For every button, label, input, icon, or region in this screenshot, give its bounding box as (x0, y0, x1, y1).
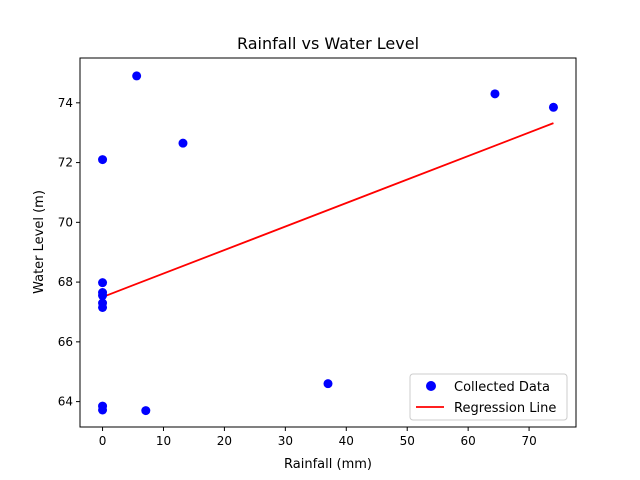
x-tick-label: 20 (217, 434, 232, 448)
y-tick-label: 68 (58, 275, 73, 289)
data-point (490, 89, 500, 99)
legend-box (409, 373, 568, 421)
legend-label-collected-data: Collected Data (454, 380, 550, 395)
data-point (132, 71, 142, 81)
plot-area (80, 58, 576, 427)
x-axis-label: Rainfall (mm) (284, 457, 372, 472)
legend-marker-collected-data (426, 381, 436, 391)
legend: Collected Data Regression Line (409, 373, 568, 421)
data-point (98, 302, 108, 312)
data-point (141, 406, 151, 416)
data-point (178, 138, 188, 148)
data-point (98, 278, 108, 288)
x-tick-label: 10 (156, 434, 171, 448)
y-tick-label: 74 (58, 96, 73, 110)
regression-line (102, 122, 554, 298)
x-tick-label: 30 (278, 434, 293, 448)
y-axis-label: Water Level (m) (32, 190, 47, 294)
data-point (98, 405, 108, 415)
chart-title: Rainfall vs Water Level (237, 34, 419, 53)
data-point (323, 379, 333, 389)
y-tick-label: 72 (58, 156, 73, 170)
x-tick-label: 70 (521, 434, 536, 448)
y-tick-label: 66 (58, 335, 73, 349)
data-point (98, 291, 108, 301)
y-tick-label: 70 (58, 215, 73, 229)
y-axis-ticks: 64 66 68 70 72 74 (58, 96, 80, 409)
data-point (98, 155, 108, 165)
x-tick-label: 50 (400, 434, 415, 448)
x-axis-ticks: 0 10 20 30 40 50 60 70 (99, 427, 537, 448)
y-tick-label: 64 (58, 395, 73, 409)
series-layer (98, 71, 558, 416)
x-tick-label: 0 (99, 434, 107, 448)
x-tick-label: 40 (339, 434, 354, 448)
legend-label-regression-line: Regression Line (454, 401, 556, 416)
x-tick-label: 60 (461, 434, 476, 448)
data-point (548, 102, 558, 112)
plot-frame (79, 57, 577, 428)
